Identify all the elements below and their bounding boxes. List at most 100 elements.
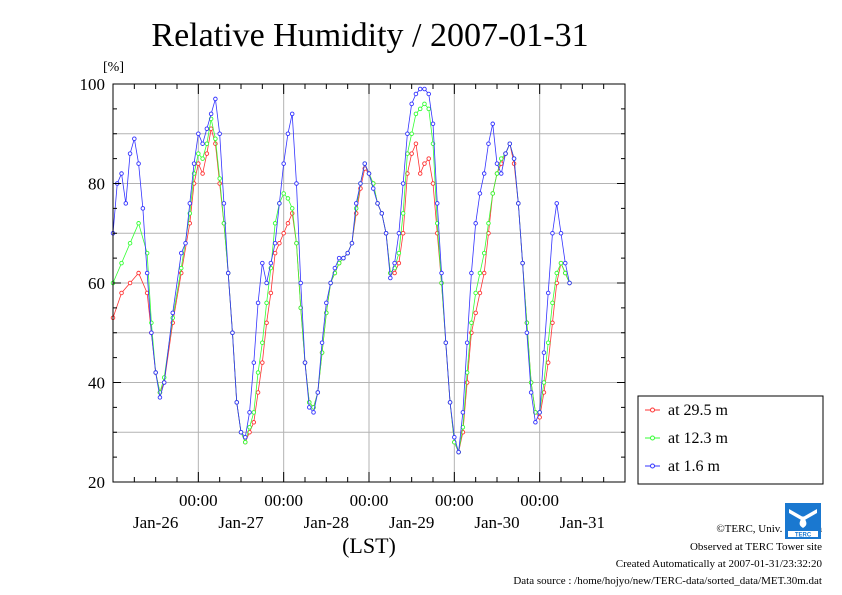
data-point [264,280,269,286]
data-point [332,265,338,271]
data-point [264,320,269,326]
data-point [204,151,210,156]
series-line [112,88,570,453]
legend-marker [650,435,655,441]
data-point [200,171,205,176]
data-point [417,86,423,92]
data-point [349,240,355,246]
data-point [554,201,559,206]
data-point [464,370,470,375]
data-point [127,151,133,156]
data-point [136,161,141,166]
data-point [558,230,564,236]
data-point [400,211,406,216]
data-point [392,270,397,276]
data-point [289,111,295,117]
data-point [443,340,449,345]
data-point [336,255,342,261]
data-point [396,250,402,256]
data-point [255,370,261,375]
data-point [567,280,572,286]
data-point [409,131,414,136]
grid [113,84,625,482]
x-time-label: 00:00 [179,491,218,510]
x-axis-label: (LST) [342,533,396,558]
svg-text:TERC: TERC [795,533,812,539]
data-point [469,320,474,326]
data-point [358,181,363,186]
data-point [426,91,431,97]
series-layer [110,86,572,455]
data-point [127,240,133,246]
data-point [307,405,312,410]
data-point [119,290,124,296]
data-point [490,191,495,196]
data-point [550,320,555,326]
data-point [251,360,257,365]
data-point [183,240,188,246]
data-point [179,265,184,271]
data-point [550,230,555,236]
data-point [494,171,500,176]
data-point [447,400,453,405]
data-point [243,434,248,440]
data-point [545,360,551,365]
data-point [481,270,487,276]
data-point [413,141,419,146]
data-point [477,270,483,276]
data-point [430,181,436,186]
data-point [157,395,163,400]
data-point [213,136,218,141]
data-point [409,101,414,107]
data-point [405,131,410,136]
data-point [422,101,427,107]
data-point [430,121,436,127]
x-date-label: Jan-26 [133,513,178,532]
footer: ©TERC, Univ. Tsukuba Observed at TERC To… [513,523,822,587]
data-point [554,270,559,276]
data-point [179,250,184,256]
data-point [528,390,534,395]
data-point [221,201,227,206]
data-point [255,390,261,395]
data-point [341,255,346,261]
data-point [426,106,431,112]
data-point [563,260,568,266]
y-tick-label: 20 [88,473,105,492]
y-tick-label: 40 [88,374,105,393]
data-point [392,260,397,266]
data-point [285,196,291,201]
data-point [541,380,547,385]
data-point [353,201,359,206]
footer-observed: Observed at TERC Tower site [690,541,822,553]
data-point [524,330,530,336]
data-point [294,240,299,246]
x-time-label: 00:00 [264,491,303,510]
data-point [435,201,440,206]
x-time-label: 00:00 [435,491,474,510]
legend-box [637,395,824,485]
x-time-label: 00:00 [350,491,389,510]
data-point [324,300,329,306]
data-point [537,410,542,415]
data-point [200,156,205,161]
data-point [507,141,513,146]
footer-created: Created Automatically at 2007-01-31/23:3… [616,558,823,570]
legend-label: at 12.3 m [668,430,729,447]
data-point [285,221,291,226]
data-point [558,260,564,266]
series-line [112,103,570,454]
data-point [268,290,274,296]
data-point [413,111,419,117]
data-point [119,260,124,266]
data-point [417,106,423,112]
data-point [217,131,222,136]
data-point [486,141,491,146]
x-date-label: Jan-27 [218,513,264,532]
data-point [545,290,551,296]
data-point [251,410,257,415]
data-point [464,340,470,345]
data-point [187,201,193,206]
x-time-label: 00:00 [520,491,559,510]
data-point [435,230,440,236]
